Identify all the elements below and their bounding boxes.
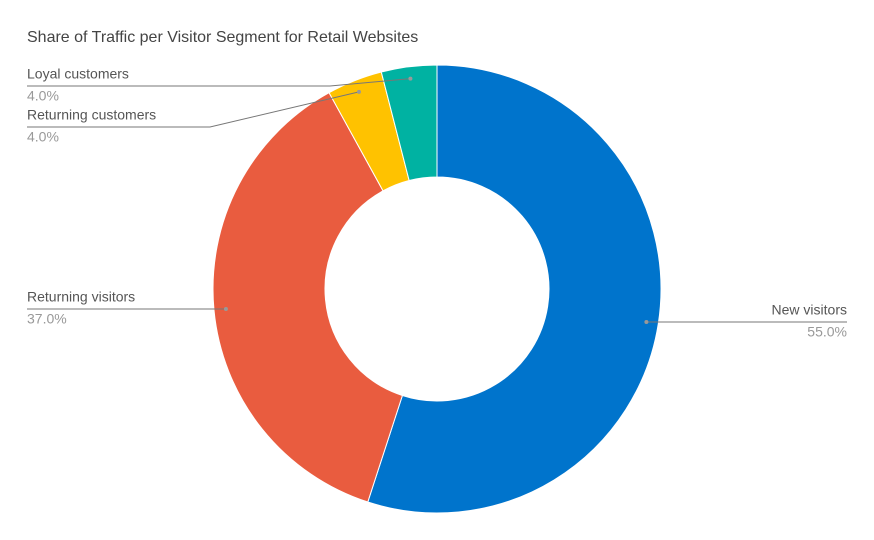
chart-title: Share of Traffic per Visitor Segment for… — [27, 29, 418, 46]
leader-dot — [644, 320, 649, 324]
slice — [367, 64, 662, 514]
leader-line — [27, 78, 411, 87]
slice-value: 37.0% — [27, 311, 67, 327]
leader-dot — [356, 89, 361, 94]
slice-value: 4.0% — [27, 88, 59, 104]
slice-label: Returning visitors — [27, 289, 135, 305]
slice-label: New visitors — [772, 302, 847, 318]
slice — [380, 64, 438, 182]
slice-value: 4.0% — [27, 129, 59, 145]
slice-value: 55.0% — [807, 324, 847, 340]
slice-label: Loyal customers — [27, 66, 129, 82]
leader-dot — [223, 307, 228, 311]
slice-label: Returning customers — [27, 107, 156, 123]
slice — [212, 92, 404, 503]
leader-dot — [408, 76, 413, 81]
leader-line — [27, 91, 360, 128]
